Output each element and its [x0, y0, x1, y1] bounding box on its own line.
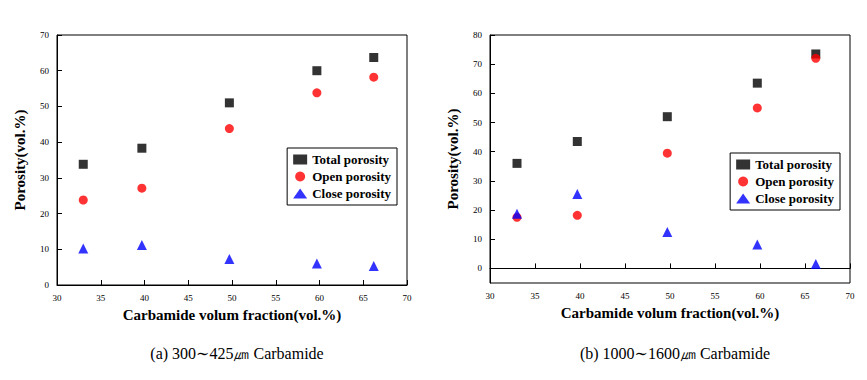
- svg-text:30: 30: [473, 176, 483, 186]
- svg-text:55: 55: [711, 291, 721, 301]
- svg-text:30: 30: [53, 293, 63, 303]
- svg-text:60: 60: [473, 88, 483, 98]
- svg-text:45: 45: [621, 291, 631, 301]
- svg-text:Open porosity: Open porosity: [312, 169, 391, 184]
- svg-text:Porosity(vol.%): Porosity(vol.%): [445, 109, 462, 210]
- svg-text:Carbamide volum fraction(vol.%: Carbamide volum fraction(vol.%): [561, 305, 780, 322]
- svg-text:50: 50: [666, 291, 676, 301]
- svg-text:50: 50: [473, 118, 483, 128]
- svg-text:40: 40: [576, 291, 586, 301]
- svg-text:60: 60: [40, 66, 50, 76]
- svg-text:Total porosity: Total porosity: [755, 157, 832, 172]
- svg-text:(b) 1000∼1600㎛ Carbamide: (b) 1000∼1600㎛ Carbamide: [580, 345, 770, 363]
- svg-text:Porosity(vol.%): Porosity(vol.%): [12, 110, 29, 211]
- svg-text:20: 20: [473, 205, 483, 215]
- svg-text:30: 30: [40, 173, 50, 183]
- svg-text:65: 65: [801, 291, 811, 301]
- svg-text:(a) 300∼425㎛ Carbamide: (a) 300∼425㎛ Carbamide: [150, 345, 323, 363]
- svg-text:35: 35: [96, 293, 106, 303]
- svg-text:60: 60: [315, 293, 325, 303]
- svg-text:80: 80: [473, 30, 483, 40]
- svg-text:65: 65: [359, 293, 369, 303]
- svg-text:40: 40: [473, 147, 483, 157]
- svg-text:50: 50: [228, 293, 238, 303]
- svg-text:70: 70: [403, 293, 413, 303]
- svg-text:10: 10: [473, 234, 483, 244]
- svg-text:70: 70: [40, 30, 50, 40]
- svg-text:60: 60: [756, 291, 766, 301]
- svg-text:45: 45: [184, 293, 194, 303]
- svg-text:0: 0: [478, 263, 483, 273]
- svg-text:40: 40: [40, 137, 50, 147]
- svg-text:Total porosity: Total porosity: [312, 152, 389, 167]
- svg-text:20: 20: [40, 209, 50, 219]
- svg-text:55: 55: [271, 293, 281, 303]
- svg-text:40: 40: [140, 293, 150, 303]
- svg-text:35: 35: [531, 291, 541, 301]
- svg-text:50: 50: [40, 101, 50, 111]
- svg-text:10: 10: [40, 244, 50, 254]
- svg-text:30: 30: [486, 291, 496, 301]
- svg-text:Close porosity: Close porosity: [312, 186, 391, 201]
- svg-text:70: 70: [846, 291, 856, 301]
- svg-text:Close porosity: Close porosity: [755, 191, 834, 206]
- svg-text:Carbamide volum fraction(vol.%: Carbamide volum fraction(vol.%): [123, 307, 342, 324]
- svg-text:70: 70: [473, 59, 483, 69]
- svg-text:Open porosity: Open porosity: [755, 174, 834, 189]
- svg-text:0: 0: [45, 280, 50, 290]
